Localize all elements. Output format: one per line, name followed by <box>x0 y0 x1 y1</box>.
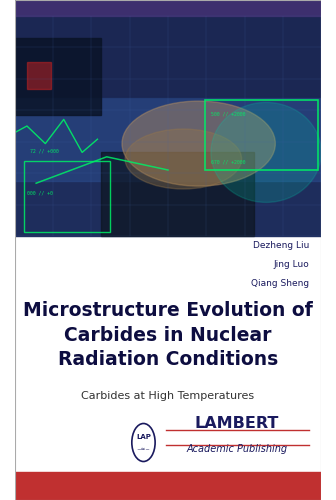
Text: 000 // +0: 000 // +0 <box>27 190 53 195</box>
Text: LAMBERT: LAMBERT <box>195 416 279 432</box>
Ellipse shape <box>125 129 242 189</box>
Bar <box>15 0 321 16</box>
Text: Carbides at High Temperatures: Carbides at High Temperatures <box>81 392 255 402</box>
Text: 670 // +2000: 670 // +2000 <box>211 160 245 164</box>
Bar <box>24 161 110 232</box>
Ellipse shape <box>211 102 321 202</box>
Ellipse shape <box>122 101 275 186</box>
Bar <box>15 236 321 472</box>
Text: Dezheng Liu: Dezheng Liu <box>253 241 309 250</box>
Bar <box>100 152 254 236</box>
Text: 500 // +2000: 500 // +2000 <box>211 111 245 116</box>
Text: ~≈~: ~≈~ <box>136 446 151 452</box>
Bar <box>205 100 318 170</box>
Bar <box>15 98 321 181</box>
Text: LAP: LAP <box>136 434 151 440</box>
Text: 72 // +000: 72 // +000 <box>30 148 59 154</box>
Text: Academic Publishing: Academic Publishing <box>186 444 288 454</box>
Bar <box>15 16 321 98</box>
Bar <box>15 38 100 115</box>
Text: Microstructure Evolution of
Carbides in Nuclear
Radiation Conditions: Microstructure Evolution of Carbides in … <box>23 302 313 369</box>
Text: Qiang Sheng: Qiang Sheng <box>251 279 309 288</box>
Bar <box>27 62 51 88</box>
Text: Jing Luo: Jing Luo <box>273 260 309 269</box>
Bar <box>15 16 321 236</box>
Bar <box>15 472 321 500</box>
